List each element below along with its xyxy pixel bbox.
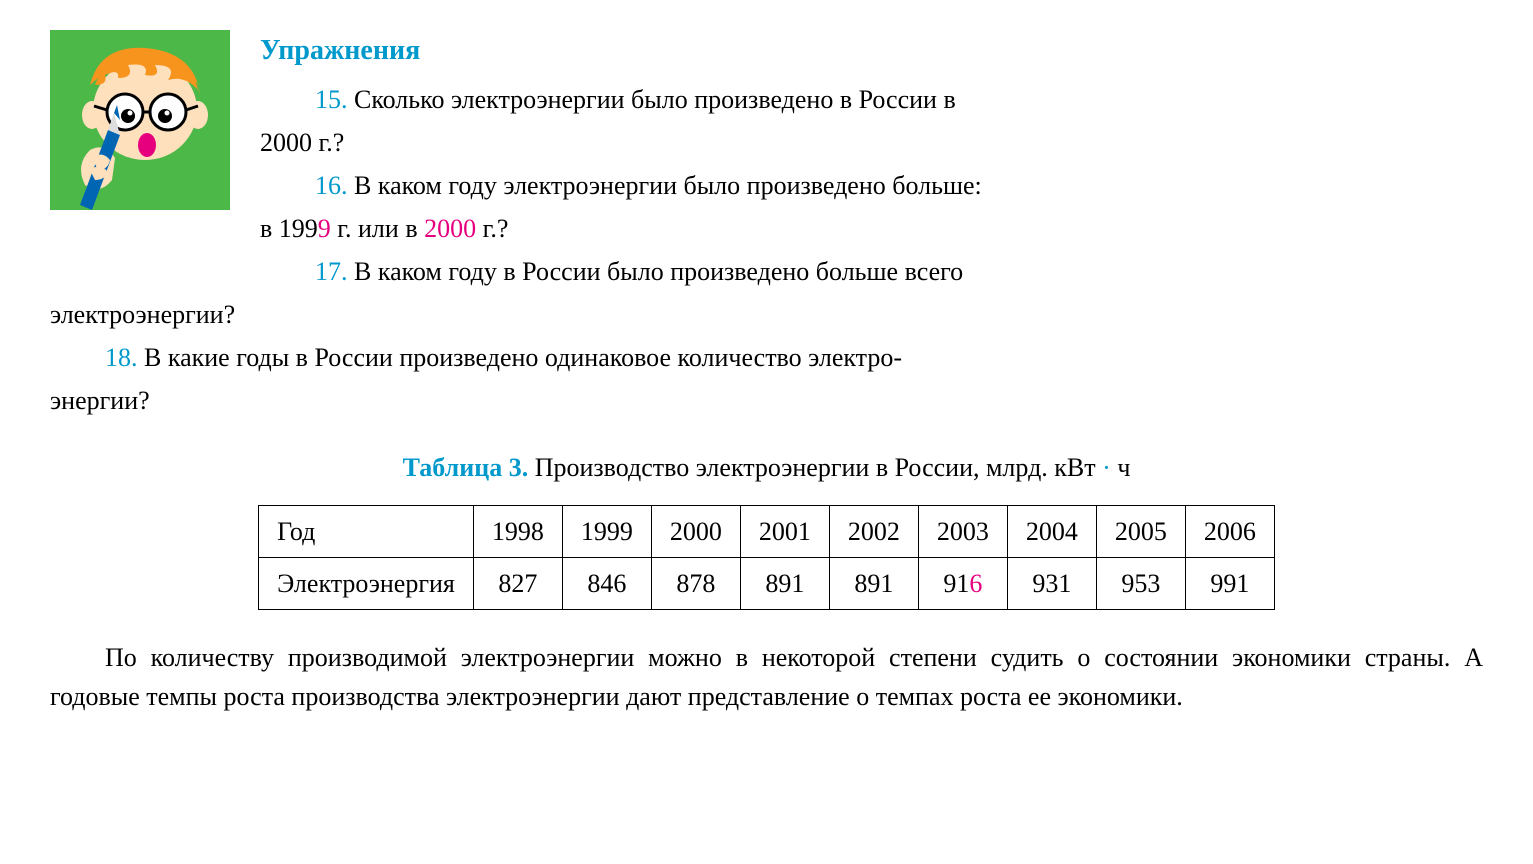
table-label: Таблица 3. (403, 453, 529, 482)
question-16: 16. В каком году электроэнергии было про… (260, 166, 1483, 205)
question-15: 15. Сколько электроэнергии было произвед… (260, 80, 1483, 119)
footer-paragraph: По количеству производимой электроэнерги… (50, 638, 1483, 716)
question-18-cont: энергии? (50, 381, 1483, 420)
table-title: Производство электроэнергии в России, мл… (528, 453, 1095, 482)
year-cell: 1998 (473, 506, 562, 558)
student-icon (50, 30, 230, 210)
question-number: 17. (315, 257, 348, 286)
value-cell: 931 (1007, 558, 1096, 610)
highlighted-digit: 6 (969, 569, 982, 598)
year-cell: 2006 (1185, 506, 1274, 558)
electricity-table: Год199819992000200120022003200420052006 Э… (258, 505, 1275, 610)
year-cell: 2001 (740, 506, 829, 558)
value-cell: 891 (740, 558, 829, 610)
text-part: г.? (476, 214, 508, 243)
row-label: Год (259, 506, 474, 558)
value-cell: 827 (473, 558, 562, 610)
value-cell: 991 (1185, 558, 1274, 610)
question-number: 16. (315, 171, 348, 200)
year-cell: 2000 (651, 506, 740, 558)
text-part: в 199 (260, 214, 318, 243)
question-text: В каком году электроэнергии было произве… (354, 171, 982, 200)
question-15-cont: 2000 г.? (260, 123, 1483, 162)
year-cell: 2005 (1096, 506, 1185, 558)
question-number: 15. (315, 85, 348, 114)
year-cell: 1999 (562, 506, 651, 558)
question-17-cont: электроэнергии? (50, 295, 1483, 334)
year-cell: 2003 (918, 506, 1007, 558)
table-caption: Таблица 3. Производство электроэнергии в… (50, 448, 1483, 487)
text-part: г. или в (331, 214, 424, 243)
question-16-cont: в 1999 г. или в 2000 г.? (260, 209, 1483, 248)
year-cell: 2004 (1007, 506, 1096, 558)
question-text: В какие годы в России произведено одинак… (144, 343, 902, 372)
table-unit: ч (1117, 453, 1130, 482)
question-text: Сколько электроэнергии было произведено … (354, 85, 956, 114)
question-number: 18. (105, 343, 138, 372)
value-cell: 878 (651, 558, 740, 610)
question-18: 18. В какие годы в России произведено од… (50, 338, 1483, 377)
value-cell: 953 (1096, 558, 1185, 610)
dot-operator: · (1102, 453, 1111, 482)
section-heading: Упражнения (260, 30, 1483, 72)
exercises-block: Упражнения 15. Сколько электроэнергии бы… (50, 30, 1483, 295)
year-cell: 2002 (829, 506, 918, 558)
row-label: Электроэнергия (259, 558, 474, 610)
question-text: В каком году в России было произведено б… (354, 257, 963, 286)
value-cell: 891 (829, 558, 918, 610)
highlighted-year: 2000 (424, 214, 476, 243)
question-17: 17. В каком году в России было произведе… (260, 252, 1483, 291)
value-cell: 846 (562, 558, 651, 610)
value-cell: 916 (918, 558, 1007, 610)
highlighted-digit: 9 (318, 214, 331, 243)
